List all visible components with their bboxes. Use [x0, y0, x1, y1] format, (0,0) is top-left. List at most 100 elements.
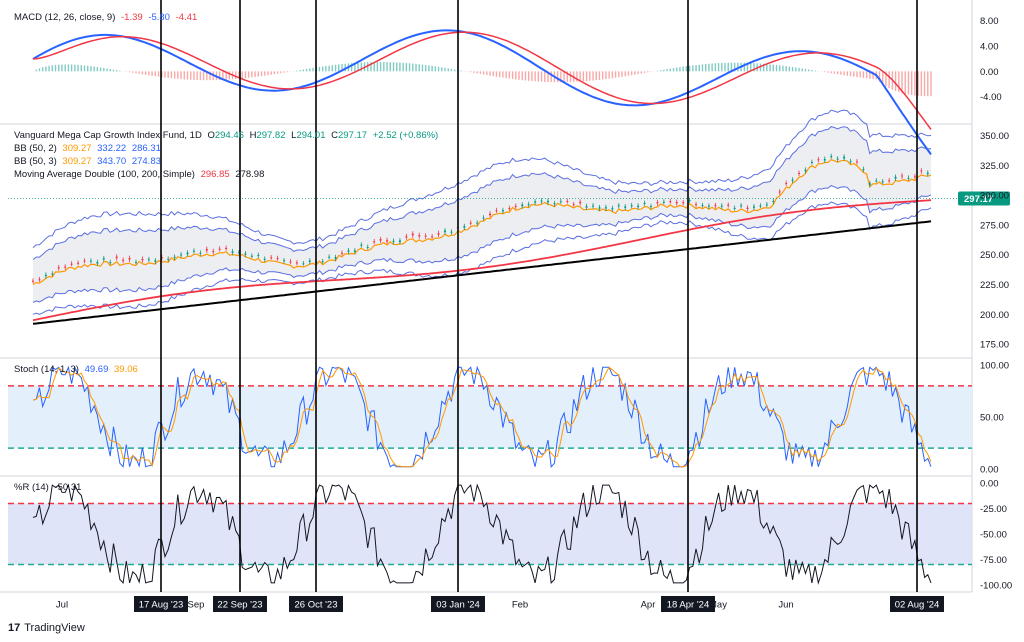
candle-body — [443, 230, 446, 233]
candle-body — [514, 205, 517, 207]
macd-histogram-bar — [247, 71, 250, 78]
macd-histogram-bar — [791, 67, 794, 72]
macd-histogram-bar — [833, 71, 836, 74]
macd-histogram-bar — [672, 68, 675, 72]
macd-histogram-bar — [444, 67, 446, 72]
candle-body — [810, 162, 813, 164]
macd-histogram-bar — [637, 71, 639, 75]
ohlc-close: 297.17 — [338, 130, 368, 141]
candle-body — [752, 206, 755, 208]
macd-histogram-bar — [824, 71, 826, 73]
candle-body — [920, 170, 923, 172]
candle-body — [64, 266, 67, 268]
wr-line — [32, 483, 932, 585]
macd-histogram-bar — [54, 64, 57, 72]
candle-body — [868, 183, 871, 185]
macd-histogram-bar — [48, 65, 50, 72]
candle-body — [353, 250, 356, 252]
macd-histogram-bar — [618, 71, 620, 78]
macd-histogram-bar — [914, 71, 916, 96]
candle-body — [894, 176, 897, 179]
ohlc-low-label: L — [291, 130, 297, 141]
macd-histogram-bar — [782, 65, 784, 72]
tradingview-brand[interactable]: 17 TradingView — [8, 622, 85, 634]
ohlc-high: 297.82 — [256, 130, 286, 141]
candle-body — [727, 204, 730, 206]
candle-body — [881, 181, 884, 183]
candle-body — [392, 240, 395, 242]
wr-legend: %R (14) -50.31 — [14, 482, 84, 494]
macd-histogram-bar — [814, 70, 816, 72]
y-tick-label: 8.00 — [980, 16, 999, 27]
bb1-basis: 309.27 — [62, 143, 92, 154]
macd-histogram-bar — [428, 65, 430, 72]
macd-histogram-bar — [727, 62, 729, 72]
macd-histogram-bar — [103, 68, 105, 72]
macd-histogram-bar — [119, 70, 121, 72]
macd-histogram-bar — [540, 71, 543, 82]
macd-histogram-bar — [923, 71, 926, 97]
bb1-legend: BB (50, 2) 309.27 332.22 286.31 — [14, 143, 164, 155]
macd-histogram-bar — [585, 71, 588, 82]
y-tick-label: 175.00 — [980, 340, 1009, 351]
ohlc-close-label: C — [331, 130, 339, 141]
stoch-d-line — [32, 366, 932, 468]
macd-histogram-bar — [235, 71, 237, 80]
bb2-legend: BB (50, 3) 309.27 343.70 274.83 — [14, 156, 164, 168]
x-tick-label: Jul — [56, 600, 68, 611]
macd-histogram-bar — [608, 71, 610, 79]
macd-histogram-bar — [685, 66, 688, 72]
y-tick-label: -25.00 — [980, 504, 1007, 515]
macd-histogram-bar — [299, 70, 301, 72]
macd-histogram-bar — [894, 71, 897, 92]
macd-histogram-bar — [743, 62, 746, 72]
macd-histogram-bar — [38, 68, 41, 72]
macd-histogram-bar — [190, 71, 192, 80]
date-marker-label: 26 Oct '23 — [294, 600, 337, 611]
macd-histogram-bar — [350, 63, 353, 72]
macd-histogram-bar — [173, 71, 176, 79]
macd-histogram-bar — [177, 71, 179, 79]
macd-histogram-bar — [733, 62, 736, 72]
candle-body — [302, 263, 305, 265]
candle-body — [257, 255, 260, 257]
macd-histogram-bar — [357, 62, 359, 72]
stoch-k-value: 49.69 — [84, 364, 109, 375]
macd-histogram-bar — [920, 71, 923, 97]
candle-body — [328, 256, 331, 258]
y-tick-label: 0.00 — [980, 479, 999, 490]
candle-body — [489, 213, 492, 216]
candle-body — [38, 279, 41, 281]
macd-histogram-bar — [859, 71, 861, 78]
macd-histogram-bar — [849, 71, 852, 77]
macd-histogram-bar — [70, 64, 73, 72]
candle-body — [630, 205, 633, 207]
macd-histogram-bar — [257, 71, 260, 77]
wr-value: -50.31 — [54, 482, 82, 493]
date-marker-label: 18 Apr '24 — [667, 600, 710, 611]
candle-body — [128, 258, 131, 260]
y-tick-label: 300.00 — [980, 191, 1009, 202]
macd-histogram-bar — [87, 65, 89, 72]
candle-body — [598, 207, 601, 209]
macd-histogram-bar — [601, 71, 604, 80]
macd-histogram-bar — [64, 64, 66, 72]
ohlc-open-label: O — [207, 130, 215, 141]
candle-body — [205, 248, 208, 251]
macd-histogram-bar — [83, 65, 86, 72]
macd-histogram-bar — [630, 71, 633, 76]
macd-histogram-bar — [331, 65, 334, 72]
macd-histogram-bar — [753, 63, 755, 72]
bb1-upper: 332.22 — [97, 143, 127, 154]
candle-body — [134, 261, 137, 263]
ma200-line — [32, 220, 932, 325]
candle-body — [270, 257, 273, 259]
x-tick-label: May — [709, 600, 727, 611]
macd-histogram-bar — [560, 71, 562, 83]
macd-histogram-bar — [846, 71, 849, 76]
macd-histogram-bar — [109, 69, 111, 72]
macd-histogram-bar — [441, 67, 443, 72]
last-price-label: 297.17 — [964, 194, 993, 205]
candle-body — [913, 176, 916, 178]
